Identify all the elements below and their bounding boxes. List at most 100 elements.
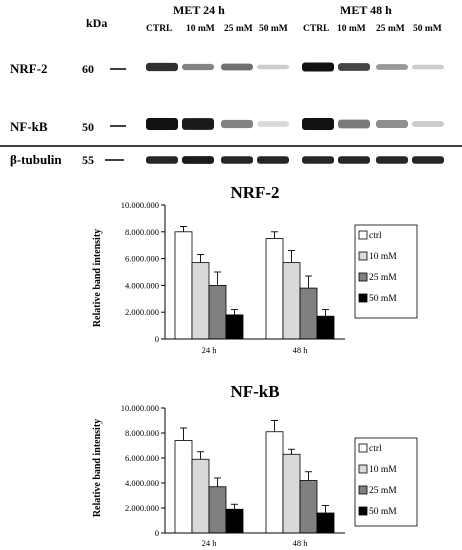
kda-nrf2: 60 [82,62,94,76]
legend-swatch [358,464,368,474]
y-tick-label: 10.000.000 [121,200,159,210]
lane-label: CTRL [146,24,172,34]
y-axis-label: Relative band intensity [92,229,103,327]
blot-band [221,119,253,129]
blot-band [257,156,289,164]
blot-band [338,63,370,71]
blot-band [182,156,214,164]
legend-label: 10 mM [369,465,397,475]
lane-label: CTRL [303,24,329,34]
blot-band [412,120,444,128]
blot-band [412,156,444,164]
bar-10mm [282,453,301,534]
legend-swatch [358,506,368,516]
blot-band [376,156,408,164]
lane-label: 10 mM [186,24,215,34]
bar-25mm [208,284,227,340]
legend-label: 25 mM [369,273,397,283]
bar-50mm [225,314,244,340]
nfkb-chart: NF-kB Relative band intensity 0 2.000.000… [92,382,418,548]
blot-band [146,62,178,72]
lane-label: 10 mM [337,24,366,34]
legend-swatch [358,230,368,240]
x-tick-label: 48 h [293,345,309,355]
bar-25mm [299,287,318,340]
blot-band [146,118,178,130]
blot-band [182,63,214,71]
blot-band [338,119,370,129]
western-blot-panel: kDa MET 24 h MET 48 h CTRL 10 mM 25 mM 5… [0,3,462,167]
legend-label: ctrl [369,444,382,454]
blot-band [376,64,408,70]
lane-label: 25 mM [376,24,405,34]
kda-tubulin: 55 [82,153,94,167]
legend-swatch [358,443,368,453]
lane-label: 50 mM [413,24,442,34]
legend-label: 50 mM [369,507,397,517]
bar-10mm [282,262,301,340]
legend-swatch [358,272,368,282]
bar-50mm [225,508,244,534]
bar-25mm [208,486,227,534]
y-tick-label: 2.000.000 [125,503,159,513]
legend-swatch [358,293,368,303]
y-axis-label: Relative band intensity [92,419,103,517]
legend: ctrl 10 mM 25 mM 50 mM [354,437,418,527]
chart-title: NRF-2 [230,183,279,202]
bar-50mm [316,315,335,340]
bar-ctrl [174,440,193,534]
blot-band [182,118,214,130]
blot-band [257,64,289,70]
y-tick-label: 6.000.000 [125,453,159,463]
legend-label: 25 mM [369,486,397,496]
blot-band [412,64,444,70]
blot-band [302,62,334,72]
bar-ctrl [265,238,284,340]
y-tick-label: 6.000.000 [125,254,159,264]
lane-label: 50 mM [259,24,288,34]
bar-ctrl [265,431,284,534]
row-label-tubulin: β-tubulin [10,152,62,167]
x-tick-label: 24 h [202,538,218,548]
legend-box [354,224,418,319]
y-tick-label: 8.000.000 [125,428,159,438]
blot-band [221,63,253,71]
bar-10mm [191,458,210,534]
y-tick-label: 0 [155,528,159,538]
legend-label: 10 mM [369,252,397,262]
y-tick-label: 2.000.000 [125,307,159,317]
lane-label: 25 mM [224,24,253,34]
legend: ctrl 10 mM 25 mM 50 mM [354,224,418,319]
blot-band [221,156,253,164]
blot-band [146,156,178,164]
legend-label: ctrl [369,231,382,241]
kda-header: kDa [86,16,107,30]
blot-bands [146,62,444,164]
blot-band [338,156,370,164]
bar-25mm [299,480,318,534]
legend-swatch [358,485,368,495]
blot-band [376,119,408,129]
y-tick-label: 0 [155,334,159,344]
nrf2-chart: NRF-2 Relative band intensity 0 2.000.000… [92,183,418,355]
x-tick-label: 24 h [202,345,218,355]
y-tick-label: 8.000.000 [125,227,159,237]
group-label-24h: MET 24 h [173,3,225,17]
group-label-48h: MET 48 h [340,3,392,17]
blot-band [257,121,289,127]
y-tick-label: 10.000.000 [121,403,159,413]
y-tick-label: 4.000.000 [125,280,159,290]
legend-label: 50 mM [369,294,397,304]
row-label-nfkb: NF-kB [10,119,48,134]
legend-swatch [358,251,368,261]
x-tick-label: 48 h [293,538,309,548]
bar-10mm [191,262,210,340]
blot-band [302,118,334,130]
row-label-nrf2: NRF-2 [10,61,48,76]
chart-title: NF-kB [230,382,279,401]
blot-band [302,156,334,164]
kda-nfkb: 50 [82,120,94,134]
bar-ctrl [174,231,193,340]
bar-50mm [316,512,335,534]
